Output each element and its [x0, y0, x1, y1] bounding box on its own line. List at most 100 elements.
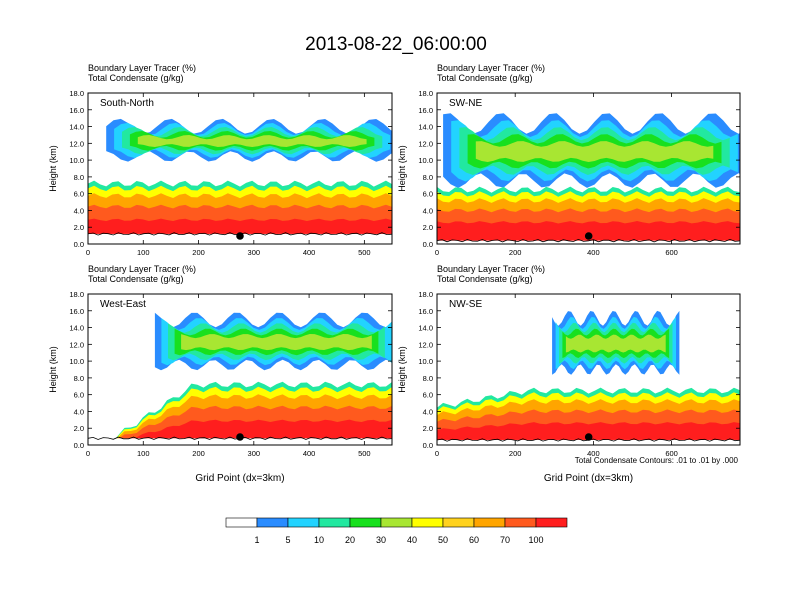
panel-label: West-East [100, 299, 146, 310]
x-tick-label: 0 [86, 248, 90, 257]
colorbar-label: 30 [376, 535, 386, 545]
x-axis-label: Grid Point (dx=3km) [544, 473, 633, 484]
y-tick-label: 16.0 [69, 307, 84, 316]
y-tick-label: 16.0 [69, 106, 84, 115]
colorbar-label: 10 [314, 535, 324, 545]
x-tick-label: 600 [665, 449, 678, 458]
y-tick-label: 6.0 [74, 190, 84, 199]
colorbar-swatch [318, 517, 351, 528]
figure-title: 2013-08-22_06:00:00 [305, 34, 487, 55]
y-tick-label: 12.0 [69, 340, 84, 349]
location-marker [236, 433, 244, 441]
y-axis-label: Height (km) [48, 346, 58, 393]
panels: 0 100 200 300 400 500 0.0 2.0 4.0 6.0 8.0 10.0 12.0 1… [48, 63, 741, 484]
y-tick-label: 8.0 [423, 173, 433, 182]
panel-subtitle: Boundary Layer Tracer (%) [88, 264, 196, 274]
x-tick-label: 200 [509, 449, 522, 458]
tracer-field [437, 113, 740, 244]
y-tick-label: 18.0 [418, 290, 433, 299]
tracer-field [437, 310, 740, 445]
y-tick-label: 14.0 [418, 324, 433, 333]
colorbar: 1 5 10 20 30 40 50 60 70 100 [225, 517, 568, 545]
y-tick-label: 0.0 [74, 240, 84, 249]
panel-label: South-North [100, 98, 154, 109]
y-tick-label: 2.0 [74, 424, 84, 433]
y-tick-label: 14.0 [418, 123, 433, 132]
x-axis-label: Grid Point (dx=3km) [195, 473, 284, 484]
y-tick-label: 10.0 [418, 357, 433, 366]
panel-sw-ne: 0 200 400 600 0.0 2.0 4.0 6.0 8.0 10.0 12.0 14.0 16.… [397, 63, 741, 257]
y-tick-label: 8.0 [74, 374, 84, 383]
colorbar-swatch [535, 517, 568, 528]
y-tick-label: 10.0 [69, 357, 84, 366]
y-axis-label: Height (km) [397, 145, 407, 192]
colorbar-swatch [411, 517, 444, 528]
panel-west-east: 0 100 200 300 400 500 0.0 2.0 4.0 6.0 8.0 10.0 12.0 1… [48, 264, 393, 484]
colorbar-swatch [473, 517, 506, 528]
y-tick-label: 8.0 [423, 374, 433, 383]
plot-frame [436, 293, 741, 446]
y-tick-label: 8.0 [74, 173, 84, 182]
tracer-field [88, 312, 392, 445]
tracer-field [88, 118, 392, 244]
y-tick-label: 4.0 [74, 206, 84, 215]
colorbar-swatch [256, 517, 289, 528]
y-tick-label: 12.0 [418, 139, 433, 148]
panel-subtitle: Boundary Layer Tracer (%) [437, 264, 545, 274]
colorbar-label: 20 [345, 535, 355, 545]
y-tick-label: 14.0 [69, 324, 84, 333]
panel-label: SW-NE [449, 98, 482, 109]
colorbar-label: 40 [407, 535, 417, 545]
panel-nw-se: 0 200 400 600 0.0 2.0 4.0 6.0 8.0 10.0 12.0 14.0 16.… [397, 264, 741, 484]
plot-frame [87, 293, 393, 446]
y-tick-label: 0.0 [74, 441, 84, 450]
y-tick-label: 0.0 [423, 240, 433, 249]
x-tick-label: 0 [86, 449, 90, 458]
y-axis-label: Height (km) [397, 346, 407, 393]
y-axis-label: Height (km) [48, 145, 58, 192]
x-tick-label: 400 [587, 449, 600, 458]
colorbar-label: 50 [438, 535, 448, 545]
colorbar-label: 60 [469, 535, 479, 545]
panel-subtitle: Total Condensate (g/kg) [437, 274, 533, 284]
location-marker [236, 232, 244, 240]
x-tick-label: 400 [587, 248, 600, 257]
x-tick-label: 400 [303, 449, 316, 458]
y-tick-label: 4.0 [74, 407, 84, 416]
x-tick-label: 200 [192, 248, 205, 257]
y-tick-label: 4.0 [423, 407, 433, 416]
y-tick-label: 4.0 [423, 206, 433, 215]
colorbar-swatch [380, 517, 413, 528]
y-tick-label: 18.0 [69, 89, 84, 98]
colorbar-swatch [504, 517, 537, 528]
x-tick-label: 500 [358, 248, 371, 257]
colorbar-label: 70 [500, 535, 510, 545]
x-tick-label: 100 [137, 248, 150, 257]
x-tick-label: 200 [192, 449, 205, 458]
y-tick-label: 6.0 [74, 391, 84, 400]
x-tick-label: 500 [358, 449, 371, 458]
y-tick-label: 6.0 [423, 391, 433, 400]
y-tick-label: 18.0 [69, 290, 84, 299]
location-marker [584, 433, 593, 441]
panel-south-north: 0 100 200 300 400 500 0.0 2.0 4.0 6.0 8.0 10.0 12.0 1… [48, 63, 393, 257]
y-tick-label: 2.0 [423, 223, 433, 232]
x-tick-label: 0 [435, 248, 439, 257]
x-tick-label: 300 [248, 449, 261, 458]
y-tick-label: 14.0 [69, 123, 84, 132]
y-tick-label: 10.0 [69, 156, 84, 165]
x-tick-label: 400 [303, 248, 316, 257]
colorbar-label: 5 [285, 535, 290, 545]
y-tick-label: 10.0 [418, 156, 433, 165]
colorbar-label: 100 [528, 535, 543, 545]
x-tick-label: 100 [137, 449, 150, 458]
panel-subtitle: Boundary Layer Tracer (%) [437, 63, 545, 73]
y-tick-label: 16.0 [418, 307, 433, 316]
colorbar-swatch [442, 517, 475, 528]
y-tick-label: 12.0 [418, 340, 433, 349]
x-tick-label: 600 [665, 248, 678, 257]
y-tick-label: 6.0 [423, 190, 433, 199]
panel-label: NW-SE [449, 299, 482, 310]
y-tick-label: 18.0 [418, 89, 433, 98]
